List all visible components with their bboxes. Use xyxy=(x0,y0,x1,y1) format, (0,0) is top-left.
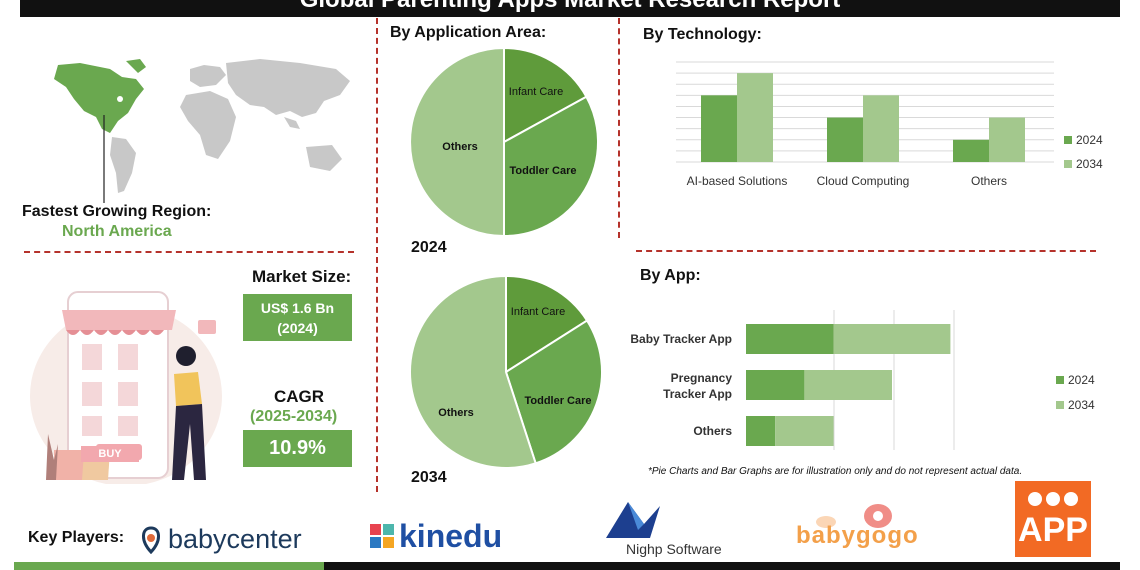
app-bar-2034 xyxy=(775,416,834,446)
app-bar-2024 xyxy=(746,416,776,446)
chart-disclaimer: *Pie Charts and Bar Graphs are for illus… xyxy=(648,466,1023,477)
pie-slice-toddler-care xyxy=(503,95,599,238)
kinedu-logo: kinedu xyxy=(370,518,520,556)
divider-vertical-left xyxy=(376,18,378,492)
nighp-logo-text: Nighp Software xyxy=(626,541,722,557)
pie-slice-label: Toddler Care xyxy=(509,165,576,177)
legend-label: 2034 xyxy=(1076,157,1103,171)
application-heading: By Application Area: xyxy=(390,24,547,41)
pie-chart-2034: Infant Care Toddler Care Others xyxy=(409,276,603,469)
pie-chart-2024: Infant Care Toddler Care Others xyxy=(409,46,599,238)
region-label: Fastest Growing Region: xyxy=(22,203,212,220)
pie-slice-label: Infant Care xyxy=(509,86,563,98)
page-title: Global Parenting Apps Market Research Re… xyxy=(20,0,1120,14)
technology-bar-chart: AI-based Solutions Cloud Computing Others 2… xyxy=(676,61,1103,188)
footer-bar xyxy=(14,562,1120,570)
app-logo-people-icon xyxy=(1028,492,1078,506)
header-bar: Global Parenting Apps Market Research Re… xyxy=(20,0,1120,17)
pie-slice-infant-care xyxy=(505,276,589,374)
app-bar-2034 xyxy=(804,370,892,400)
tech-category-label: Others xyxy=(971,174,1007,188)
babycenter-logo: babycenter xyxy=(138,522,320,558)
tech-bar-2034 xyxy=(737,73,773,162)
key-players-label: Key Players: xyxy=(28,529,125,546)
pie-slice-label: Infant Care xyxy=(511,306,565,318)
tech-category-label: AI-based Solutions xyxy=(687,174,788,188)
market-size-box: US$ 1.6 Bn (2024) xyxy=(243,294,352,341)
babygogo-logo-text: babygogo xyxy=(796,522,919,549)
legend-swatch xyxy=(1064,160,1072,168)
app-logo-text: APP xyxy=(1018,511,1088,549)
tech-bar-2034 xyxy=(863,95,899,162)
pie-slice-label: Others xyxy=(442,141,477,153)
legend-label: 2024 xyxy=(1076,133,1103,147)
tech-category-label: Cloud Computing xyxy=(817,174,910,188)
cagr-label: CAGR xyxy=(274,387,325,406)
tech-bar-2034 xyxy=(989,117,1025,162)
app-category-label: Pregnancy Tracker App xyxy=(663,371,732,401)
cagr-value: 10.9% xyxy=(243,430,352,467)
tech-bar-2024 xyxy=(827,117,863,162)
legend-swatch xyxy=(1056,401,1064,409)
pie-slice-label: Others xyxy=(438,407,473,419)
legend-label: 2024 xyxy=(1068,373,1095,387)
pie-slice-others xyxy=(409,276,537,469)
divider-horizontal-right xyxy=(636,250,1096,252)
kinedu-logo-text: kinedu xyxy=(399,518,503,554)
pie-2024-year: 2024 xyxy=(411,239,447,256)
app-bar-2034 xyxy=(833,324,951,354)
app-bar-chart: Baby Tracker App Pregnancy Tracker App Othe… xyxy=(630,310,1095,450)
app-category-label: Baby Tracker App xyxy=(630,332,732,346)
cagr-period: (2025-2034) xyxy=(250,408,338,425)
app-logo: APP xyxy=(1015,481,1091,557)
app-bar-2024 xyxy=(746,370,805,400)
app-category-label: Others xyxy=(693,424,732,438)
shopping-illustration-icon xyxy=(30,291,222,484)
region-value: North America xyxy=(62,223,172,240)
kinedu-blocks-icon xyxy=(370,524,394,548)
pie-slice-toddler-care xyxy=(504,319,603,465)
pie-slice-infant-care xyxy=(503,46,588,144)
world-map-icon xyxy=(54,59,350,203)
babygogo-cloud-icon xyxy=(816,504,892,528)
babycenter-leaf-icon xyxy=(142,526,160,554)
babycenter-logo-text: babycenter xyxy=(168,524,302,554)
nighp-software-logo: Nighp Software xyxy=(598,500,738,560)
nighp-mountain-icon xyxy=(606,502,660,538)
legend-label: 2034 xyxy=(1068,398,1095,412)
legend-swatch xyxy=(1056,376,1064,384)
app-heading: By App: xyxy=(640,267,701,284)
divider-vertical-right xyxy=(618,18,620,238)
babygogo-logo: babygogo xyxy=(796,500,918,556)
market-size-label: Market Size: xyxy=(252,267,352,286)
market-size-value: US$ 1.6 Bn xyxy=(260,300,335,316)
app-bar-2024 xyxy=(746,324,834,354)
market-size-year: (2024) xyxy=(277,320,318,336)
technology-heading: By Technology: xyxy=(643,26,762,43)
tech-bar-2024 xyxy=(953,139,989,162)
tech-bar-2024 xyxy=(701,95,737,162)
divider-horizontal-left xyxy=(24,251,354,253)
pie-slice-label: Toddler Care xyxy=(524,395,591,407)
pie-2034-year: 2034 xyxy=(411,469,447,486)
legend-swatch xyxy=(1064,136,1072,144)
buy-tag: BUY xyxy=(81,446,139,462)
pie-slice-others xyxy=(409,46,505,238)
